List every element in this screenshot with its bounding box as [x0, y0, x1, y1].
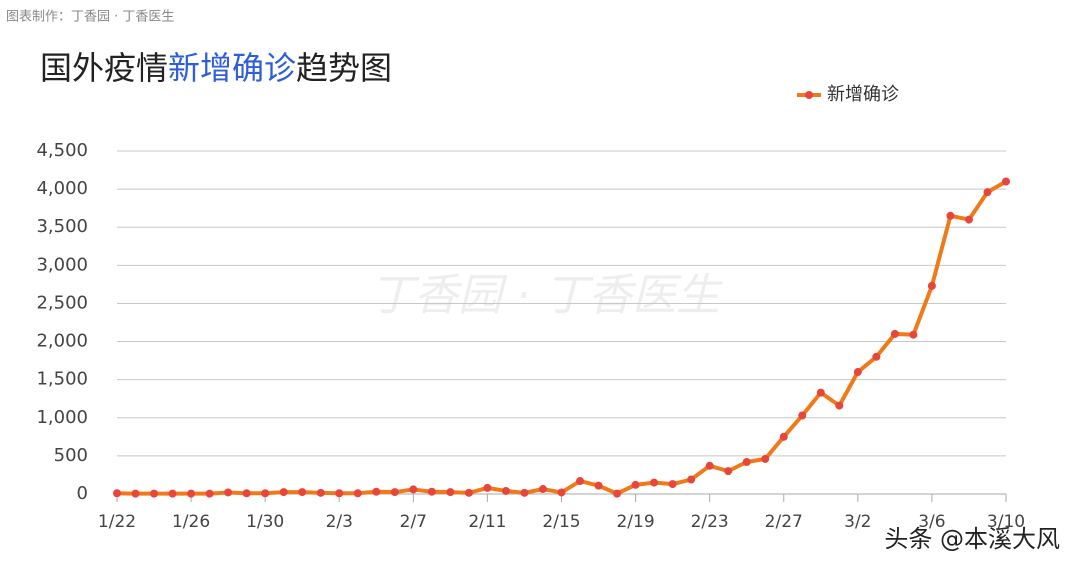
data-point	[483, 483, 492, 492]
y-tick-label: 4,500	[36, 140, 88, 161]
x-tick-label: 2/19	[616, 512, 654, 532]
data-point	[668, 480, 677, 489]
data-point	[242, 489, 251, 498]
y-tick-label: 500	[54, 445, 88, 466]
data-point	[224, 488, 233, 497]
source: 图表制作：丁香园 · 丁香医生	[6, 10, 174, 25]
chart-title: 国外疫情新增确诊趋势图	[40, 49, 392, 87]
y-tick-label: 4,000	[36, 178, 88, 199]
data-point	[335, 489, 344, 498]
data-point	[687, 475, 696, 484]
y-tick-label: 3,500	[36, 216, 88, 237]
data-point	[427, 487, 436, 496]
data-point	[779, 432, 788, 441]
data-point	[409, 485, 418, 494]
series-line	[116, 179, 1007, 496]
data-point	[390, 488, 399, 497]
data-point	[446, 488, 455, 497]
data-point	[742, 457, 751, 466]
data-point	[205, 489, 214, 498]
y-tick-label: 3,000	[36, 254, 88, 275]
title-part: 新增确诊	[168, 49, 296, 87]
data-point	[964, 215, 973, 224]
legend-marker	[805, 91, 813, 99]
data-point	[594, 481, 603, 490]
x-tick-label: 3/2	[844, 512, 871, 532]
x-tick-label: 3/10	[987, 512, 1025, 532]
y-tick-label: 0	[77, 483, 88, 504]
title-part: 趋势图	[296, 49, 392, 87]
x-tick-label: 1/26	[172, 512, 210, 532]
data-point	[983, 188, 992, 197]
data-point	[909, 330, 918, 339]
data-point	[353, 489, 362, 498]
data-point	[557, 488, 566, 497]
x-tick-label: 2/7	[400, 512, 427, 532]
data-point	[816, 388, 825, 397]
title-part: 国外疫情	[40, 49, 168, 87]
data-point	[261, 489, 270, 498]
data-point	[576, 477, 585, 486]
data-point	[872, 352, 881, 361]
x-tick-label: 2/23	[691, 512, 729, 532]
data-point	[853, 368, 862, 377]
data-point	[631, 480, 640, 489]
y-tick-label: 2,000	[36, 331, 88, 352]
legend-label: 新增确诊	[827, 84, 899, 105]
data-point	[501, 486, 510, 495]
data-point	[650, 478, 659, 487]
data-point	[724, 467, 733, 476]
data-point	[464, 488, 473, 497]
x-tick-label: 2/3	[326, 512, 353, 532]
data-point	[927, 281, 936, 290]
y-tick-label: 2,500	[36, 292, 88, 313]
data-point	[187, 489, 196, 498]
x-tick-label: 1/22	[98, 512, 136, 532]
x-tick-label: 3/6	[918, 512, 945, 532]
data-point	[113, 489, 121, 498]
data-point	[316, 488, 325, 497]
x-tick-label: 2/11	[468, 512, 506, 532]
data-point	[520, 488, 529, 497]
data-point	[705, 461, 714, 470]
credit: 头条 @本溪大风	[884, 525, 1060, 553]
data-point	[538, 485, 547, 494]
data-point	[613, 489, 622, 498]
data-point	[946, 211, 955, 220]
data-point	[835, 401, 844, 410]
x-tick-label: 2/27	[765, 512, 803, 532]
data-point	[372, 487, 381, 496]
data-point	[798, 411, 807, 420]
y-tick-label: 1,000	[36, 407, 88, 428]
watermark: 丁香园 · 丁香医生	[370, 270, 723, 321]
x-tick-label: 2/15	[542, 512, 580, 532]
data-point	[298, 488, 307, 497]
data-point	[168, 489, 177, 498]
data-point	[761, 454, 770, 463]
x-tick-label: 1/30	[246, 512, 284, 532]
data-point	[1002, 177, 1010, 186]
y-tick-label: 1,500	[36, 369, 88, 390]
data-point	[150, 489, 159, 498]
data-point	[890, 329, 899, 338]
data-point	[279, 488, 288, 497]
data-point	[131, 489, 140, 498]
